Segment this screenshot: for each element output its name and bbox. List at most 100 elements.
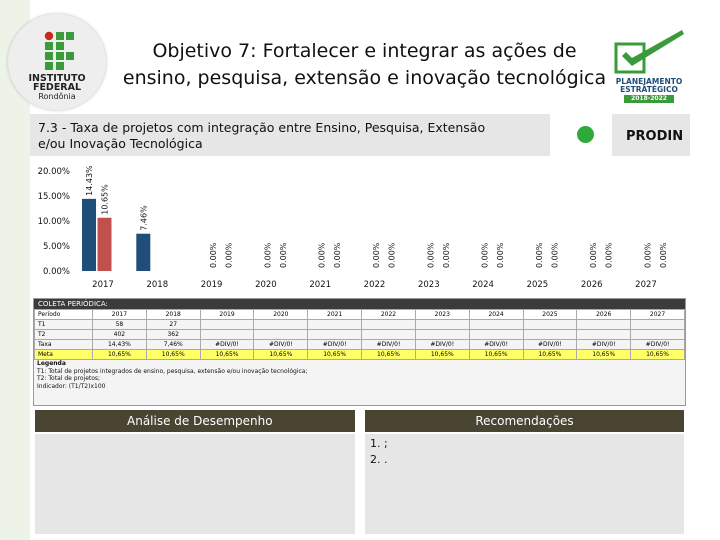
table-header-cell: 2024: [468, 309, 524, 320]
table-cell: 10,65%: [630, 349, 685, 360]
table-legend: Legenda T1: Total de projetos integrados…: [34, 360, 685, 390]
table-cell: 402: [92, 329, 147, 340]
x-tick-label: 2022: [364, 280, 386, 290]
table-cell: 58: [92, 319, 147, 330]
pe-logo-line-3: 2018-2022: [624, 95, 674, 103]
data-label: 0.00%: [535, 242, 544, 268]
page-title: Objetivo 7: Fortalecer e integrar as açõ…: [112, 38, 617, 92]
bars: [82, 198, 151, 271]
data-label: 0.00%: [496, 242, 505, 268]
bar: [82, 198, 96, 271]
data-label: 0.00%: [209, 242, 218, 268]
x-tick-label: 2025: [527, 280, 549, 290]
table-row: T1 58 27: [34, 319, 685, 330]
table-cell: [468, 319, 524, 330]
table-row: Meta 10,65% 10,65% 10,65% 10,65% 10,65% 10,65%…: [34, 349, 685, 360]
legend-line: Indicador: (T1/T2)x100: [37, 382, 106, 390]
x-tick-label: 2021: [309, 280, 331, 290]
table-cell: 10,65%: [199, 349, 255, 360]
data-label: 10.65%: [101, 184, 110, 215]
indicator-title-line-2: e/ou Inovação Tecnológica: [38, 136, 203, 151]
y-tick-label: 0.00%: [43, 267, 70, 277]
table-cell: #DIV/0!: [414, 339, 470, 350]
table-cell: 10,65%: [576, 349, 632, 360]
table-cell: 10,65%: [253, 349, 309, 360]
x-tick-label: 2023: [418, 280, 440, 290]
table-cell: 10,65%: [145, 349, 201, 360]
bar: [97, 217, 112, 271]
recommendations-list: 1. ; 2. .: [370, 436, 388, 468]
table-cell: 10,65%: [92, 349, 147, 360]
data-label: 0.00%: [388, 242, 397, 268]
owner-label: PRODIN: [626, 129, 684, 144]
ifro-grid-icon: [44, 31, 74, 70]
data-collection-table: COLETA PERIÓDICA: Período 2017 2018 2019 202…: [33, 298, 686, 406]
table-header-cell: 2018: [145, 309, 201, 320]
logo-line-2: FEDERAL: [32, 82, 82, 93]
table-cell: [199, 319, 255, 330]
table-cell: [630, 319, 685, 330]
recommendations-panel-title: Recomendações: [365, 410, 684, 432]
x-tick-label: 2026: [581, 280, 603, 290]
x-axis-ticks: 2017 2018 2019 2020 2021 2022 2023 2024 2025 2026…: [92, 280, 657, 290]
table-cell: 7,46%: [145, 339, 201, 350]
table-cell: [414, 319, 470, 330]
analysis-panel-body: [35, 434, 355, 534]
indicator-title: 7.3 - Taxa de projetos com integração en…: [38, 120, 538, 152]
table-cell: 10,65%: [361, 349, 416, 360]
table-cell: #DIV/0!: [199, 339, 255, 350]
logo-line-3: Rondônia: [38, 92, 76, 101]
y-axis-ticks: 0.00% 5.00% 10.00% 15.00% 20.00%: [38, 167, 70, 277]
data-label: 0.00%: [605, 242, 614, 268]
data-label: 0.00%: [589, 242, 598, 268]
table-cell: [307, 319, 363, 330]
table-header-cell: 2027: [630, 309, 685, 320]
logo-line-1: INSTITUTO: [28, 73, 86, 84]
table-header-cell: 2026: [576, 309, 632, 320]
table-cell: 14,43%: [92, 339, 147, 350]
x-tick-label: 2027: [635, 280, 657, 290]
data-label: 7.46%: [139, 205, 148, 231]
table-header-cell: 2022: [361, 309, 416, 320]
table-cell: #DIV/0!: [307, 339, 363, 350]
table-row: Taxa 14,43% 7,46% #DIV/0! #DIV/0! #DIV/0! #DIV…: [34, 339, 685, 350]
owner-box: [612, 114, 690, 156]
data-label: 0.00%: [225, 242, 234, 268]
analysis-title: Análise de Desempenho: [127, 414, 273, 428]
table-header-cell: 2017: [92, 309, 147, 320]
table-cell: #DIV/0!: [522, 339, 578, 350]
row-label: T1: [34, 319, 93, 330]
y-tick-label: 20.00%: [38, 167, 70, 177]
table-cell: [307, 329, 363, 340]
row-label: T2: [34, 329, 93, 340]
legend-title: Legenda: [37, 360, 66, 367]
analysis-panel-title: Análise de Desempenho: [35, 410, 355, 432]
table-cell: 10,65%: [468, 349, 524, 360]
table-header-cell: 2023: [414, 309, 470, 320]
recommendations-panel-body: [365, 434, 684, 534]
table-cell: [253, 319, 309, 330]
data-label: 0.00%: [481, 242, 490, 268]
table-cell: #DIV/0!: [468, 339, 524, 350]
bar: [136, 233, 151, 271]
data-label: 0.00%: [263, 242, 272, 268]
table-cell: #DIV/0!: [630, 339, 685, 350]
data-label: 0.00%: [372, 242, 381, 268]
table-row: T2 402 362: [34, 329, 685, 340]
table-cell: 10,65%: [522, 349, 578, 360]
table-cell: [630, 329, 685, 340]
ifro-logo: INSTITUTO FEDERAL Rondônia: [8, 14, 106, 110]
recommendation-item: 2. .: [370, 453, 388, 466]
x-tick-label: 2020: [255, 280, 277, 290]
legend-line: T2: Total de projetos;: [37, 375, 101, 382]
table-header-label: Período: [34, 309, 93, 320]
data-label: 14.43%: [85, 165, 94, 196]
table-cell: [576, 319, 632, 330]
data-label: 0.00%: [550, 242, 559, 268]
data-label: 0.00%: [333, 242, 342, 268]
table-cell: [199, 329, 255, 340]
data-label: 0.00%: [279, 242, 288, 268]
indicator-title-line-1: 7.3 - Taxa de projetos com integração en…: [38, 120, 486, 135]
table-cell: #DIV/0!: [576, 339, 632, 350]
x-tick-label: 2018: [146, 280, 168, 290]
